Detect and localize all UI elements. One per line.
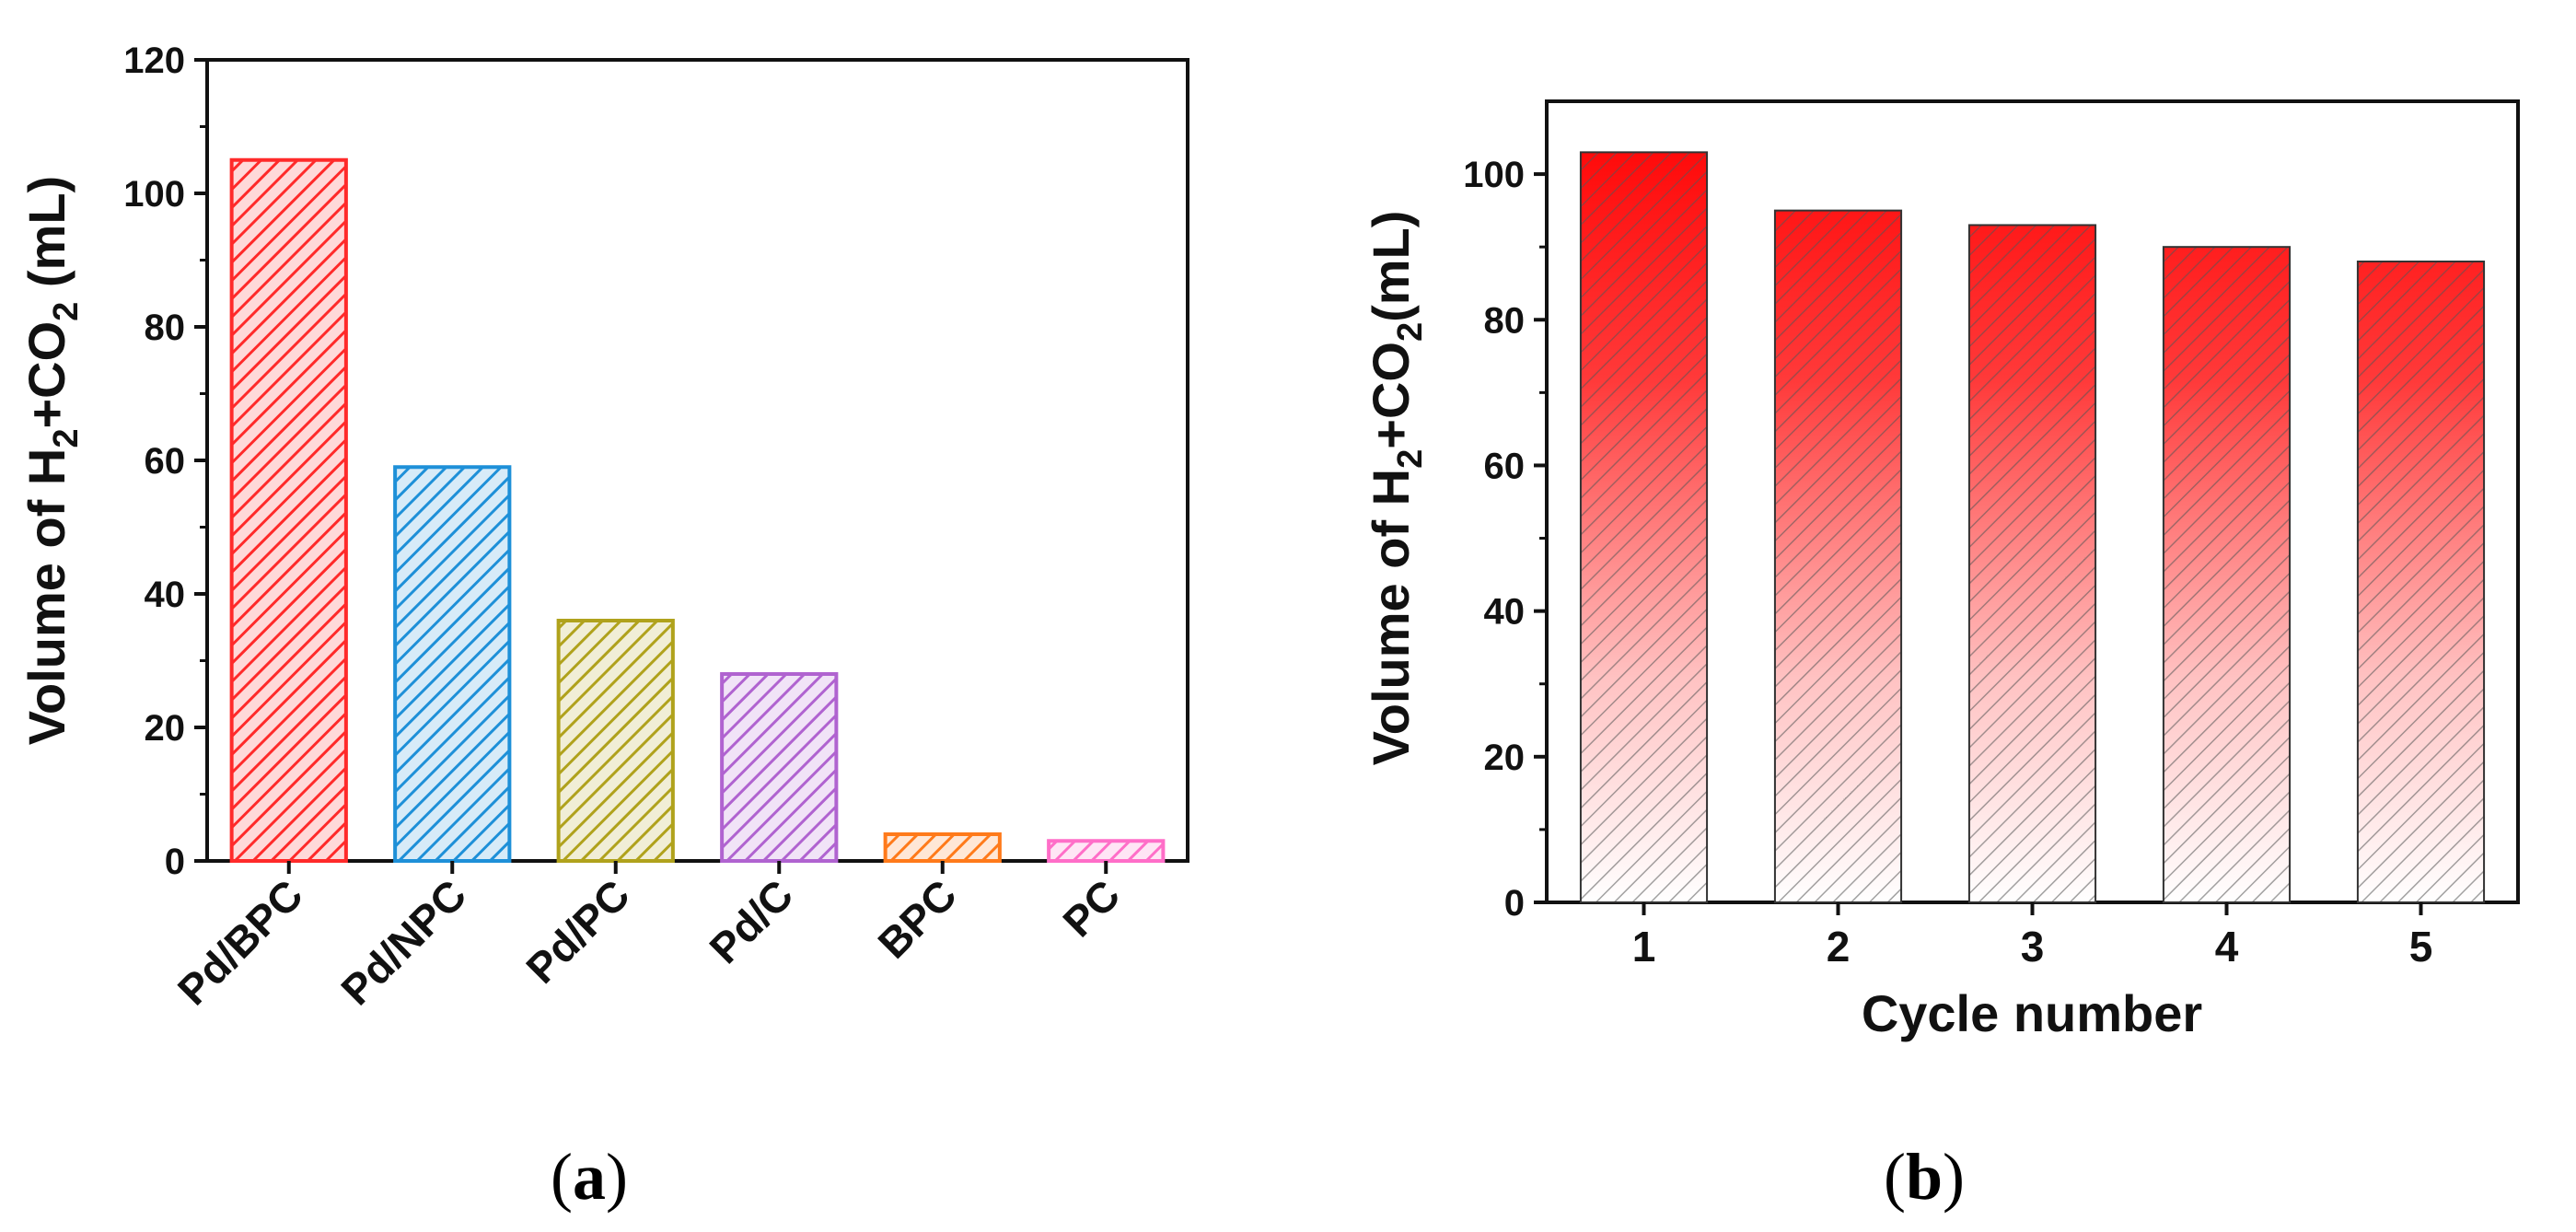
bar-cycle-4 xyxy=(2162,246,2292,903)
panel-a-chart: 0 20 40 60 80 100 120 Pd/BPC Pd/NPC Pd/PC Pd/C BPC… xyxy=(17,41,1189,1014)
y-tick-label: 120 xyxy=(123,41,185,81)
bar-pd-npc xyxy=(393,465,512,863)
caption-a: (a) xyxy=(551,1140,628,1214)
bar-pd-bpc xyxy=(229,157,348,863)
y-tick-label: 60 xyxy=(145,441,186,482)
bar-cycle-1 xyxy=(1579,151,1709,903)
panel-a-bars xyxy=(229,157,1166,863)
x-tick-label: Pd/NPC xyxy=(331,870,475,1014)
bar-pd-pc xyxy=(556,619,675,863)
x-tick-label: 5 xyxy=(2409,923,2433,970)
y-tick-label: 80 xyxy=(145,308,186,348)
panel-b-x-axis: 1 2 3 4 5 xyxy=(1632,902,2433,970)
x-tick-label: 4 xyxy=(2215,923,2239,970)
panel-b-chart: 0 20 40 60 80 100 1 2 3 4 5 Cycle number Volume o… xyxy=(1362,99,2520,1042)
x-tick-label: Pd/BPC xyxy=(168,870,312,1014)
x-tick-label: BPC xyxy=(868,870,965,967)
y-tick-label: 40 xyxy=(1484,592,1526,633)
x-tick-label: 1 xyxy=(1632,923,1656,970)
x-tick-label: 2 xyxy=(1827,923,1851,970)
bar-cycle-5 xyxy=(2356,261,2486,903)
bar-pd-c xyxy=(720,672,839,863)
panel-a-x-axis: Pd/BPC Pd/NPC Pd/PC Pd/C BPC PC xyxy=(168,861,1129,1014)
panel-a-plot-frame xyxy=(205,58,1189,863)
panel-b-bars xyxy=(1579,151,2486,904)
y-tick-label: 0 xyxy=(1504,883,1525,924)
x-tick-label: Pd/C xyxy=(700,870,802,972)
panel-a-y-axis: 0 20 40 60 80 100 120 xyxy=(123,41,207,882)
y-tick-label: 80 xyxy=(1484,300,1526,341)
panel-b-y-axis-title: Volume of H2+CO2(mL) xyxy=(1362,211,1430,766)
x-tick-label: Pd/PC xyxy=(516,870,639,993)
x-tick-label: 3 xyxy=(2021,923,2045,970)
y-tick-label: 20 xyxy=(1484,738,1526,778)
bar-cycle-2 xyxy=(1773,209,1903,904)
y-tick-label: 60 xyxy=(1484,446,1526,486)
panel-b-x-axis-title: Cycle number xyxy=(1862,984,2202,1042)
y-tick-label: 20 xyxy=(145,708,186,749)
y-tick-label: 0 xyxy=(165,842,185,882)
y-tick-label: 40 xyxy=(145,575,186,615)
bar-pc xyxy=(1047,839,1166,863)
panel-a-y-axis-title: Volume of H2+CO2 (mL) xyxy=(17,176,86,745)
bar-cycle-3 xyxy=(1967,224,2097,904)
panel-b-y-axis: 0 20 40 60 80 100 xyxy=(1463,155,1547,924)
y-tick-label: 100 xyxy=(123,174,185,215)
caption-b: (b) xyxy=(1884,1140,1965,1214)
y-tick-label: 100 xyxy=(1463,155,1525,195)
x-tick-label: PC xyxy=(1053,870,1129,946)
bar-bpc xyxy=(883,832,1002,863)
